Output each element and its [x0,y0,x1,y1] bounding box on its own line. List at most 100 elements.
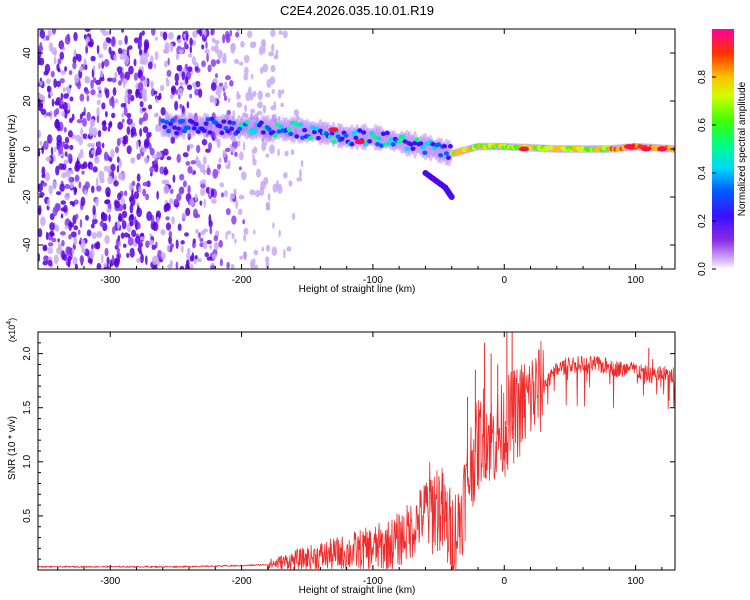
signal-halo [338,123,345,149]
noise-speck [243,73,249,81]
noise-speck [192,238,196,245]
noise-speck [210,82,217,91]
noise-speck [110,148,115,159]
noise-speck [235,199,239,210]
noise-speck [71,246,75,256]
noise-speck [90,118,96,127]
noise-speck [257,90,263,101]
signal-blob [205,117,211,122]
signal-blob [339,136,345,141]
noise-speck [223,52,227,61]
noise-speck [45,231,49,241]
noise-speck [225,231,228,241]
noise-speck [107,165,111,175]
noise-speck [59,183,65,192]
noise-speck [103,262,107,268]
noise-speck [238,151,244,161]
signal-blob [227,120,233,125]
noise-speck [139,58,146,65]
noise-speck [280,102,284,108]
noise-speck [234,151,238,157]
signal-blob [189,119,195,125]
noise-speck [103,58,110,67]
noise-speck [38,148,41,157]
signal-blob [203,121,209,126]
noise-speck [268,51,275,57]
noise-speck [145,255,148,266]
noise-speck [166,69,172,78]
noise-speck [95,79,102,85]
noise-speck [106,208,112,214]
noise-speck [121,136,127,145]
noise-speck [113,257,120,268]
signal-blob [375,142,381,147]
noise-speck [69,200,74,206]
signal-blob [260,130,266,135]
noise-speck [206,240,212,245]
noise-speck [120,197,125,206]
noise-speck [187,53,193,58]
noise-speck [90,163,93,171]
noise-speck [172,174,176,183]
noise-speck [143,52,150,58]
noise-speck [210,265,216,269]
noise-speck [141,116,146,122]
noise-speck [40,108,47,115]
noise-speck [156,151,162,159]
noise-speck [62,87,66,93]
noise-speck [141,148,147,153]
noise-speck [67,260,71,268]
noise-speck [51,237,57,243]
noise-speck [267,192,271,202]
noise-speck [219,182,225,188]
noise-speck [112,87,117,96]
noise-speck [126,126,131,135]
noise-speck [92,65,96,71]
noise-speck [193,112,198,123]
noise-speck [47,198,50,208]
noise-speck [197,257,202,263]
signal-blob [266,126,272,132]
signal-blob [225,128,231,134]
noise-speck [242,219,246,225]
noise-speck [102,125,108,132]
noise-speck [231,232,235,239]
noise-speck [80,127,84,137]
noise-speck [243,234,247,242]
noise-speck [261,143,267,152]
noise-speck [78,181,82,189]
snr-line [38,340,675,570]
noise-speck [210,29,215,36]
noise-speck [202,155,207,165]
noise-speck [104,110,108,118]
noise-speck [86,111,91,122]
colorbar-tick-label: 0.6 [697,118,708,132]
noise-speck [265,153,270,158]
noise-speck [180,244,184,253]
noise-speck [149,166,154,174]
noise-speck [123,106,128,116]
noise-speck [176,153,181,164]
noise-speck [45,156,52,162]
noise-speck [55,224,60,233]
noise-speck [42,140,49,151]
noise-speck [150,80,154,89]
signal-blob [349,141,355,147]
noise-speck [179,103,183,109]
noise-speck [129,213,135,221]
signal-blob [274,122,280,127]
noise-speck [57,68,61,73]
noise-speck [59,41,64,50]
noise-speck [176,193,182,202]
noise-speck [52,206,58,217]
noise-speck [90,55,96,62]
colorbar-tick-label: 0.0 [697,262,708,276]
signal-blob [386,141,392,146]
noise-speck [43,70,49,76]
noise-speck [126,112,132,119]
noise-speck [72,256,78,266]
noise-speck [116,138,121,147]
noise-speck [281,89,285,95]
noise-speck [120,232,125,239]
signal-blob [172,125,178,130]
